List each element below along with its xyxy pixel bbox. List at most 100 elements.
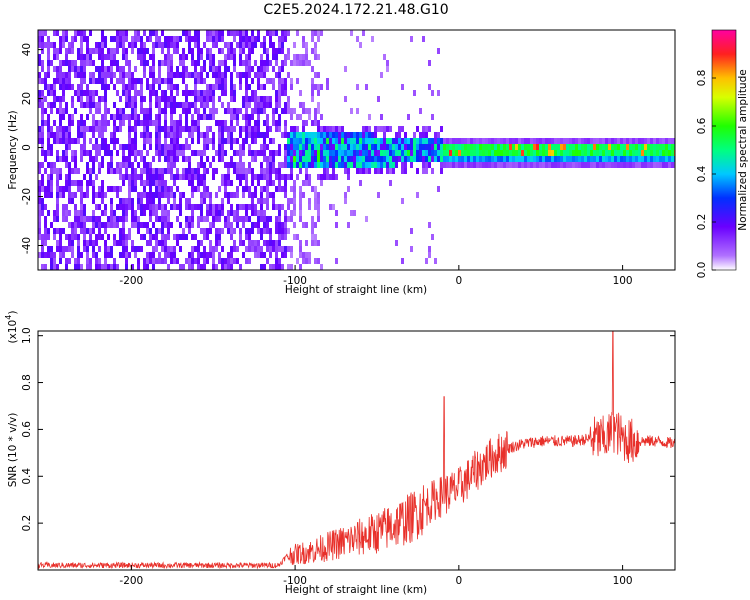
spectrogram-cell: [188, 102, 191, 108]
spectrogram-cell: [92, 72, 95, 78]
spectrogram-cell: [131, 114, 134, 120]
spectrogram-cell: [155, 174, 158, 180]
spectrogram-cell: [170, 144, 173, 150]
spectrogram-cell: [302, 180, 305, 186]
spectrogram-cell: [104, 252, 107, 258]
spectrogram-cell: [587, 150, 590, 156]
spectrogram-cell: [77, 90, 80, 96]
spectrogram-cell: [137, 198, 140, 204]
spectrogram-cell: [290, 186, 293, 192]
spectrogram-cell: [149, 138, 152, 144]
spectrogram-cell: [53, 138, 56, 144]
spectrogram-cell: [245, 54, 248, 60]
spectrogram-cell: [461, 156, 464, 162]
spectrogram-cell: [194, 120, 197, 126]
spectrogram-cell: [116, 114, 119, 120]
spectrogram-cell: [545, 144, 548, 150]
spectrogram-cell: [161, 42, 164, 48]
spectrogram-cell: [119, 114, 122, 120]
spectrogram-cell: [203, 174, 206, 180]
spectrogram-cell: [185, 198, 188, 204]
spectrogram-cell: [173, 96, 176, 102]
spectrogram-cell: [128, 174, 131, 180]
spectrogram-cell: [263, 48, 266, 54]
spectrogram-cell: [113, 72, 116, 78]
spectrogram-cell: [68, 48, 71, 54]
spectrogram-cell: [137, 90, 140, 96]
spectrogram-cell: [437, 156, 440, 162]
spectrogram-cell: [47, 54, 50, 60]
spectrogram-cell: [53, 210, 56, 216]
spectrogram-cell: [368, 150, 371, 156]
spectrogram-cell: [206, 96, 209, 102]
spectrogram-cell: [77, 186, 80, 192]
spectrogram-cell: [239, 54, 242, 60]
spectrogram-cell: [401, 144, 404, 150]
spectrogram-cell: [242, 144, 245, 150]
spectrogram-cell: [656, 138, 659, 144]
spectrogram-cell: [104, 258, 107, 264]
spectrogram-cell: [566, 138, 569, 144]
spectrogram-cell: [278, 216, 281, 222]
spectrogram-cell: [470, 162, 473, 168]
spectrogram-cell: [362, 150, 365, 156]
spectrogram-cell: [89, 180, 92, 186]
spectrogram-cell: [164, 204, 167, 210]
spectrogram-cell: [563, 138, 566, 144]
spectrogram-cell: [629, 156, 632, 162]
spectrogram-cell: [308, 162, 311, 168]
spectrogram-cell: [557, 162, 560, 168]
spectrogram-cell: [281, 36, 284, 42]
spectrogram-cell: [143, 144, 146, 150]
spectrogram-cell: [155, 204, 158, 210]
spectrogram-cell: [338, 138, 341, 144]
spectrogram-cell: [599, 138, 602, 144]
spectrogram-cell: [68, 246, 71, 252]
spectrogram-cell: [281, 90, 284, 96]
spectrogram-cell: [293, 54, 296, 60]
spectrogram-cell: [152, 66, 155, 72]
spectrogram-cell: [38, 168, 41, 174]
spectrogram-cell: [80, 156, 83, 162]
spectrogram-cell: [575, 144, 578, 150]
spectrogram-cell: [317, 150, 320, 156]
spectrogram-cell: [314, 186, 317, 192]
spectrogram-cell: [116, 138, 119, 144]
x-tick-label: 0: [456, 275, 463, 287]
spectrogram-cell: [257, 198, 260, 204]
spectrogram-cell: [152, 198, 155, 204]
spectrogram-cell: [125, 168, 128, 174]
spectrogram-cell: [419, 132, 422, 138]
spectrogram-cell: [245, 168, 248, 174]
spectrogram-cell: [311, 84, 314, 90]
spectrogram-cell: [170, 72, 173, 78]
spectrogram-cell: [173, 120, 176, 126]
spectrogram-cell: [392, 144, 395, 150]
spectrogram-cell: [230, 108, 233, 114]
spectrogram-cell: [308, 144, 311, 150]
spectrogram-cell: [272, 66, 275, 72]
spectrogram-cell: [662, 138, 665, 144]
spectrogram-cell: [161, 246, 164, 252]
snr-multiplier-base: (x10: [7, 320, 19, 344]
spectrogram-cell: [65, 72, 68, 78]
spectrogram-cell: [542, 156, 545, 162]
spectrogram-cell: [356, 144, 359, 150]
spectrogram-cell: [518, 162, 521, 168]
spectrogram-cell: [158, 174, 161, 180]
spectrogram-cell: [182, 48, 185, 54]
spectrogram-cell: [227, 48, 230, 54]
spectrogram-cell: [230, 252, 233, 258]
spectrogram-cell: [293, 186, 296, 192]
spectrogram-cell: [362, 162, 365, 168]
spectrogram-cell: [554, 144, 557, 150]
spectrogram-cell: [347, 132, 350, 138]
spectrogram-cell: [38, 138, 41, 144]
spectrogram-cell: [440, 162, 443, 168]
spectrogram-cell: [77, 132, 80, 138]
spectrogram-cell: [110, 54, 113, 60]
spectrogram-cell: [404, 144, 407, 150]
spectrogram-cell: [383, 156, 386, 162]
spectrogram-cell: [173, 72, 176, 78]
spectrogram-cell: [131, 150, 134, 156]
